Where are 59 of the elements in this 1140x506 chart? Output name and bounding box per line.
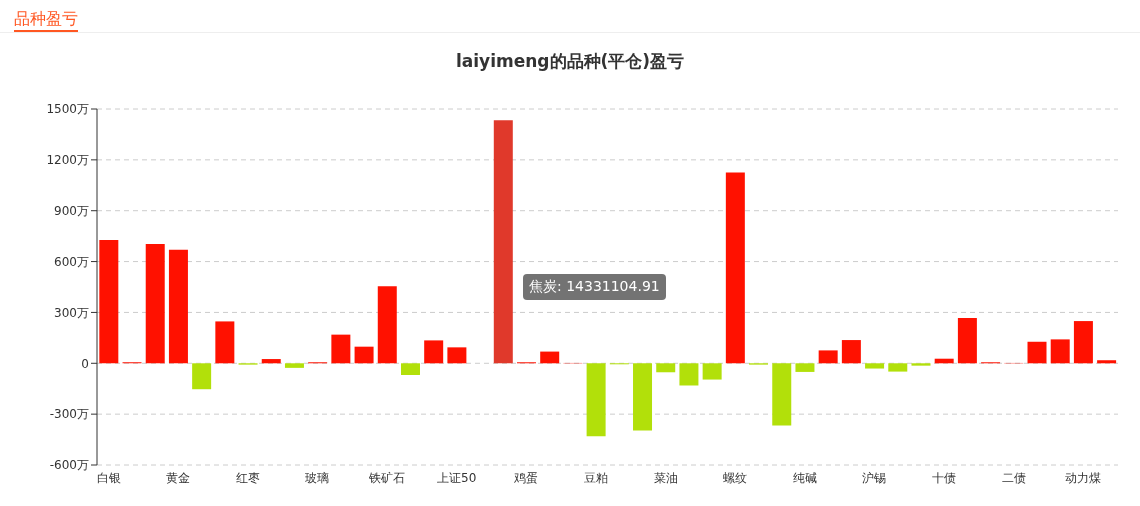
bar (1097, 360, 1117, 364)
x-tick-label: 螺纹 (723, 470, 748, 485)
bar (957, 318, 977, 364)
bar (99, 240, 119, 364)
y-tick-label: 300万 (54, 305, 89, 320)
y-tick-label: 0 (81, 356, 89, 371)
bar (633, 363, 653, 431)
y-tick-label: -600万 (49, 458, 89, 473)
x-tick-label: 十债 (931, 470, 956, 485)
chart-title: laiyimeng的品种(平仓)盈亏 (454, 50, 686, 73)
bar (841, 340, 861, 364)
bar (1050, 339, 1070, 364)
bar (331, 334, 351, 364)
bar (888, 363, 908, 372)
x-tick-label: 豆粕 (583, 470, 608, 485)
bar (192, 363, 212, 390)
bar (145, 243, 165, 364)
bar (818, 350, 838, 364)
bar (493, 120, 513, 364)
y-tick-label: 900万 (54, 203, 89, 218)
bar (656, 363, 676, 373)
y-tick-label: 600万 (54, 254, 89, 269)
bar (215, 321, 235, 364)
x-tick-label: 白银 (96, 470, 121, 485)
x-tick-label: 菜油 (653, 470, 678, 485)
text: 品种盈亏 (14, 8, 78, 32)
x-tick-label: 铁矿石 (368, 470, 406, 485)
bar (261, 359, 281, 364)
y-tick-label: -300万 (49, 407, 89, 422)
x-tick-label: 二债 (1001, 470, 1026, 485)
x-tick-label: 鸡蛋 (513, 470, 539, 485)
x-tick-label: 红枣 (235, 470, 260, 485)
annotation: 焦炭: 14331104.91 (523, 274, 666, 300)
y-tick-label: 1200万 (46, 153, 89, 168)
bar (702, 363, 722, 380)
bar (447, 347, 467, 364)
bar (540, 351, 560, 364)
x-tick-label: 玻璃 (305, 470, 330, 485)
bar (679, 363, 699, 386)
x-tick-label: 动力煤 (1065, 470, 1102, 485)
bar (725, 172, 745, 364)
bar (865, 363, 885, 369)
bar (772, 363, 792, 426)
x-tick-label: 纯碱 (792, 470, 817, 485)
bar (354, 346, 374, 364)
bar (284, 363, 304, 368)
x-tick-label: 上证50 (437, 470, 477, 485)
bar (586, 363, 606, 437)
y-tick-label: 1500万 (46, 102, 89, 117)
bar (168, 249, 188, 364)
bar (1027, 341, 1047, 364)
bar (377, 286, 397, 364)
x-tick-label: 沪锡 (862, 470, 887, 485)
x-tick-label: 黄金 (166, 470, 191, 485)
bar (400, 363, 420, 375)
bar (424, 340, 444, 364)
bar (911, 363, 931, 366)
bar (1073, 321, 1093, 364)
bar (795, 363, 815, 372)
